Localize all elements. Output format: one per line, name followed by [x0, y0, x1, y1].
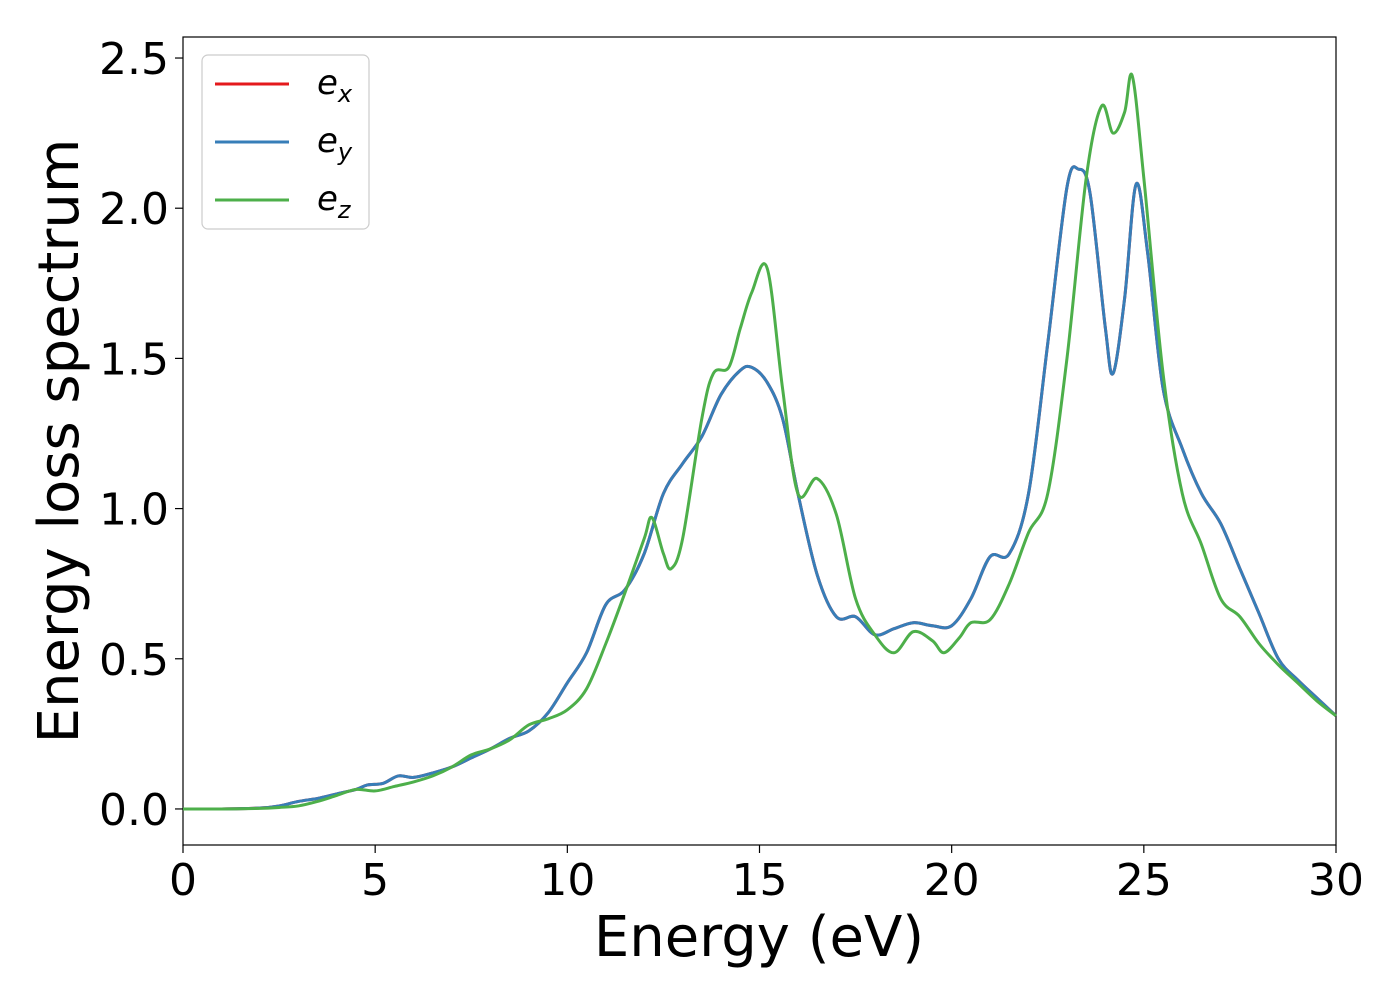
x-tick-label: 25 [1116, 855, 1172, 906]
y-tick-label: 2.0 [99, 184, 169, 235]
series-layer [182, 72, 1338, 811]
x-tick-label: 0 [169, 855, 197, 906]
legend-label-x: ex [317, 63, 353, 108]
y-tick-label: 0.0 [99, 785, 169, 836]
y-tick-label: 2.5 [99, 34, 169, 85]
x-axis-ticks: 0 5 10 15 20 25 30 [169, 845, 1364, 906]
legend: ex ey ez [201, 54, 370, 230]
y-tick-label: 1.0 [99, 485, 169, 536]
y-axis-ticks: 0.0 0.5 1.0 1.5 2.0 2.5 [99, 34, 183, 836]
legend-label-z: ez [317, 179, 352, 224]
x-tick-label: 5 [361, 855, 389, 906]
y-tick-label: 0.5 [99, 635, 169, 686]
x-tick-label: 10 [539, 855, 595, 906]
x-tick-label: 30 [1308, 855, 1364, 906]
x-tick-label: 15 [732, 855, 788, 906]
series-line-x [182, 165, 1338, 811]
series-line-y [182, 165, 1338, 811]
y-axis-label: Energy loss spectrum [27, 139, 92, 744]
series-line-z [182, 72, 1337, 811]
legend-label-y: ey [317, 121, 353, 166]
y-tick-label: 1.5 [99, 334, 169, 385]
x-tick-label: 20 [924, 855, 980, 906]
x-axis-label: Energy (eV) [594, 905, 924, 970]
